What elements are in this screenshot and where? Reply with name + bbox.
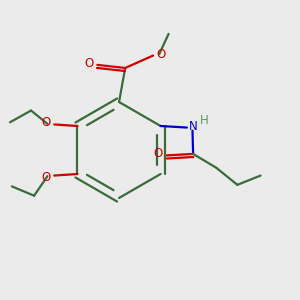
Text: O: O — [84, 57, 93, 70]
Text: O: O — [154, 147, 163, 161]
Text: O: O — [42, 171, 51, 184]
Text: O: O — [156, 47, 166, 61]
Text: H: H — [200, 114, 208, 127]
Text: O: O — [42, 116, 51, 129]
Text: N: N — [189, 119, 197, 133]
